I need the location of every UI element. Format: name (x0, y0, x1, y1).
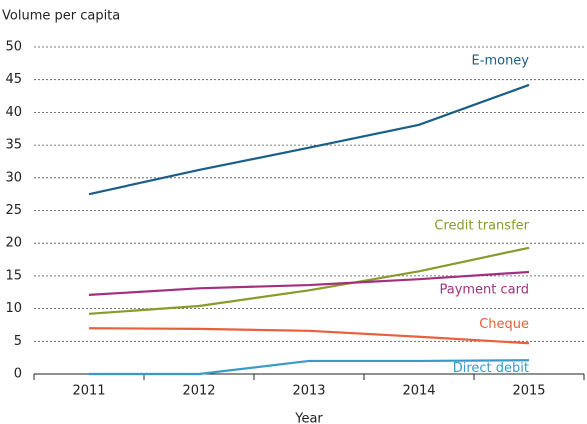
series-label: Credit transfer (434, 218, 529, 233)
x-tick-label: 2012 (182, 384, 215, 399)
x-axis-label: Year (294, 412, 323, 424)
y-tick-label: 45 (5, 72, 22, 87)
series-label: Cheque (479, 317, 529, 332)
y-tick-label: 25 (5, 203, 22, 218)
y-tick-label: 35 (5, 138, 22, 153)
y-tick-label: 20 (5, 236, 22, 251)
y-tick-label: 50 (5, 40, 22, 55)
y-tick-label: 5 (14, 334, 22, 349)
series-line (88, 83, 530, 196)
series-label: E-money (472, 53, 530, 68)
series-line (88, 270, 530, 296)
series-line (89, 359, 530, 376)
y-tick-label: 10 (5, 301, 22, 316)
x-tick-label: 2015 (512, 384, 545, 399)
x-tick-label: 2011 (72, 384, 105, 399)
series-line (88, 327, 530, 345)
series-label: Direct debit (453, 361, 529, 376)
y-tick-label: 40 (5, 105, 22, 120)
x-tick-label: 2014 (402, 384, 435, 399)
series-label: Payment card (439, 282, 529, 297)
y-tick-label: 15 (5, 268, 22, 283)
y-tick-label: 0 (14, 367, 22, 382)
y-tick-label: 30 (5, 170, 22, 185)
series-line (88, 246, 530, 315)
x-tick-label: 2013 (292, 384, 325, 399)
y-axis-label: Volume per capita (2, 9, 120, 24)
